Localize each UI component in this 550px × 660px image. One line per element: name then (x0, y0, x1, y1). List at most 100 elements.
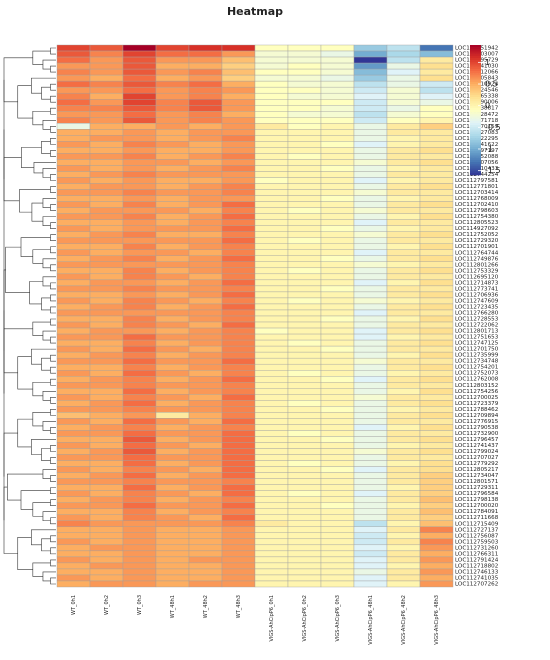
heatmap-cell (89, 44, 124, 52)
heatmap-cell (188, 309, 223, 317)
heatmap-cell (89, 466, 124, 473)
heatmap-cell (320, 273, 355, 281)
heatmap-cell (287, 68, 322, 76)
column-label: VIGS-AhCipP6_0h1 (269, 595, 275, 642)
dendrogram-branch (42, 276, 56, 287)
heatmap-cell (89, 273, 124, 281)
colorbar-segment (470, 51, 481, 54)
heatmap-cell (221, 400, 256, 407)
heatmap-cell (419, 556, 454, 564)
heatmap-cell (320, 472, 355, 479)
heatmap-cell (188, 50, 223, 58)
heatmap-cell (254, 56, 289, 64)
heatmap-cell (56, 291, 91, 299)
column-label: WT_48h3 (236, 595, 242, 618)
heatmap-cell (221, 177, 256, 184)
heatmap-cell (254, 448, 289, 455)
heatmap-cell (254, 466, 289, 473)
heatmap-cell (221, 86, 256, 94)
heatmap-cell (122, 315, 157, 323)
heatmap-cell (122, 538, 157, 546)
dendrogram-branch (50, 499, 56, 506)
heatmap-cell (56, 574, 91, 582)
heatmap-cell (221, 147, 256, 154)
heatmap-cell (155, 514, 190, 521)
dendrogram-branch (50, 174, 56, 181)
heatmap-cell (89, 249, 124, 256)
heatmap-cell (353, 80, 388, 88)
heatmap-cell (56, 147, 91, 154)
heatmap-cell (56, 508, 91, 515)
heatmap-cell (386, 309, 421, 317)
heatmap-cell (320, 496, 355, 503)
heatmap-cell (254, 484, 289, 491)
heatmap-cell (188, 135, 223, 142)
heatmap-cell (386, 382, 421, 389)
heatmap-cell (221, 490, 256, 497)
heatmap-cell (89, 526, 124, 533)
heatmap-cell (56, 74, 91, 82)
heatmap-cell (56, 424, 91, 431)
heatmap-cell (287, 394, 322, 401)
heatmap-cell (56, 123, 91, 130)
heatmap-cell (419, 303, 454, 311)
heatmap-cell (353, 502, 388, 509)
heatmap-cell (221, 388, 256, 395)
heatmap-cell (122, 105, 157, 112)
heatmap-cell (353, 297, 388, 305)
dendrogram-branch (32, 502, 51, 517)
dendrogram-branch (41, 448, 51, 461)
heatmap-cell (188, 532, 223, 540)
heatmap-cell (254, 351, 289, 359)
dendrogram-branch (50, 457, 56, 464)
heatmap-cell (122, 165, 157, 172)
heatmap-cell (188, 111, 223, 118)
heatmap-cell (89, 237, 124, 244)
heatmap-cell (287, 153, 322, 160)
heatmap-cell (188, 550, 223, 558)
heatmap-cell (188, 351, 223, 359)
heatmap-cell (122, 520, 157, 527)
heatmap-cell (353, 508, 388, 515)
row-label: LOC112788462 (455, 407, 498, 413)
heatmap-cell (287, 514, 322, 521)
heatmap-cell (320, 568, 355, 576)
heatmap-cell (287, 189, 322, 196)
heatmap-cell (56, 327, 91, 335)
heatmap-cell (188, 219, 223, 226)
heatmap-cell (419, 315, 454, 323)
colorbar-segment (470, 47, 481, 50)
heatmap-cell (89, 394, 124, 401)
heatmap-cell (353, 273, 388, 281)
heatmap-cell (353, 243, 388, 250)
heatmap-cell (56, 478, 91, 485)
heatmap-cell (287, 424, 322, 431)
heatmap-cell (320, 297, 355, 305)
heatmap-cell (221, 550, 256, 558)
row-label: LOC112773741 (455, 286, 499, 292)
heatmap-cell (89, 502, 124, 509)
dendrogram-branch (42, 330, 56, 341)
row-label: LOC112714873 (455, 280, 499, 286)
heatmap-cell (287, 255, 322, 262)
column-label: WT_0h2 (104, 595, 110, 615)
heatmap-cell (122, 50, 157, 58)
dendrogram-branch (50, 107, 56, 115)
heatmap-cell (122, 44, 157, 52)
heatmap-cell (122, 448, 157, 455)
heatmap-cell (56, 98, 91, 106)
row-label: LOC112796584 (455, 491, 499, 497)
dendrogram-branch (31, 202, 43, 222)
heatmap-cell (56, 56, 91, 64)
heatmap-cell (56, 345, 91, 353)
heatmap-cell (155, 406, 190, 413)
heatmap-cell (89, 183, 124, 190)
heatmap-cell (287, 159, 322, 166)
heatmap-cell (155, 195, 190, 202)
colorbar-segment (470, 101, 481, 104)
heatmap-cell (155, 490, 190, 497)
heatmap-cell (122, 478, 157, 485)
heatmap-cell (122, 129, 157, 136)
heatmap-cell (89, 382, 124, 389)
heatmap-cell (386, 135, 421, 142)
